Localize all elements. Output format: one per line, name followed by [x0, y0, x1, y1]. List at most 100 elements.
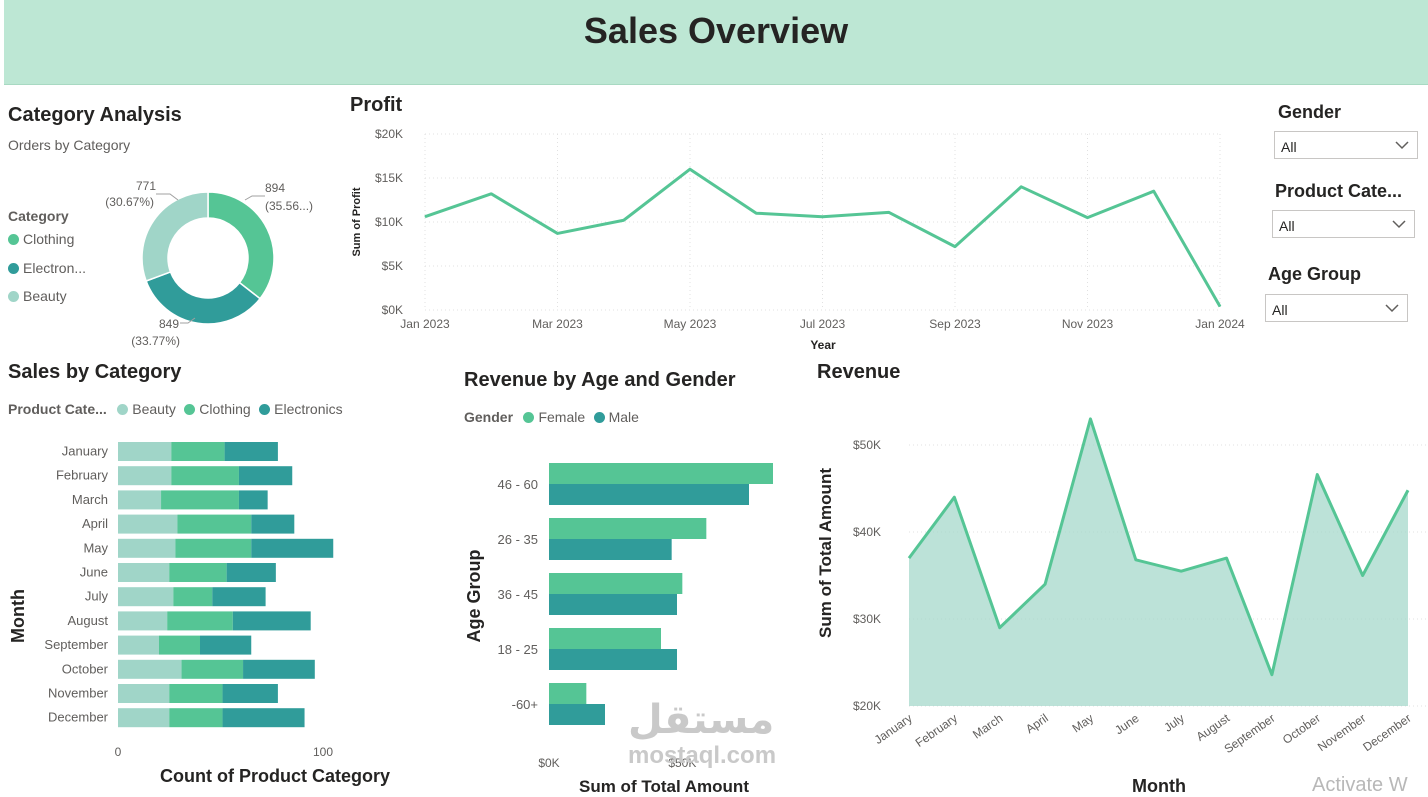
sales-legend-clothing[interactable]: Clothing: [180, 401, 251, 417]
sales-bar-beauty: [118, 684, 170, 703]
age-y-axis-label: Age Group: [464, 549, 484, 642]
gender-slicer-value: All: [1281, 139, 1297, 155]
legend-dot-icon: [8, 263, 19, 274]
sales-by-category-legend: Product Cate... Beauty Clothing Electron…: [8, 401, 343, 419]
profit-y-tick: $10K: [375, 215, 403, 229]
sales-legend-beauty[interactable]: Beauty: [111, 401, 176, 417]
age-bar-female: [549, 463, 773, 484]
sales-bar-clothing: [159, 635, 200, 655]
donut-chart: 894 (35.56...) 771 (30.67%) 849 (33.77%): [105, 179, 313, 348]
donut-legend-beauty[interactable]: Beauty: [8, 288, 67, 304]
profit-point: [689, 168, 691, 170]
page-title: Sales Overview: [583, 10, 849, 51]
sales-bar-electronics: [222, 684, 278, 703]
revenue-y-axis-label: Sum of Total Amount: [816, 468, 835, 638]
age-bar-male: [549, 484, 749, 505]
revenue-x-tick: December: [1360, 711, 1413, 754]
watermark-logo: مستقل mostaql.com: [628, 698, 776, 770]
age-group-slicer-dropdown[interactable]: All: [1265, 294, 1408, 322]
donut-legend-electronics[interactable]: Electron...: [8, 260, 86, 276]
profit-x-tick: May 2023: [664, 317, 717, 331]
donut-label-electronics-value: 849: [159, 317, 179, 331]
donut-legend-clothing[interactable]: Clothing: [8, 231, 74, 247]
sales-month-label: October: [62, 661, 109, 676]
age-group-label: 26 - 35: [498, 532, 538, 547]
revenue-area-fill: [909, 418, 1408, 706]
legend-label: Male: [608, 409, 639, 425]
profit-point: [1020, 186, 1022, 188]
age-group-slicer-value: All: [1272, 302, 1288, 318]
sales-month-label: March: [72, 492, 108, 507]
sales-bar-electronics: [251, 538, 334, 558]
sales-bar-electronics: [200, 635, 252, 655]
donut-leader-line: [244, 195, 265, 201]
sales-month-label: December: [48, 710, 109, 725]
revenue-y-tick: $20K: [853, 699, 881, 713]
sales-x-axis-label: Count of Product Category: [160, 766, 390, 786]
profit-point: [822, 216, 823, 218]
donut-label-clothing-value: 894: [265, 181, 285, 195]
gender-slicer-title: Gender: [1278, 102, 1342, 122]
donut-legend-title: Category: [8, 208, 69, 224]
profit-point: [1087, 217, 1088, 219]
sales-bar-electronics: [226, 563, 276, 582]
gender-legend-female[interactable]: Female: [517, 409, 585, 425]
revenue-x-tick: September: [1222, 711, 1278, 756]
profit-series-line: [424, 167, 1222, 308]
legend-label: Clothing: [199, 401, 251, 417]
product-category-slicer-title: Product Cate...: [1275, 181, 1403, 201]
legend-label: Electron...: [23, 260, 87, 276]
age-group-slicer-title: Age Group: [1268, 264, 1361, 284]
age-bar-male: [549, 704, 605, 725]
sales-month-label: July: [85, 589, 109, 604]
profit-point: [1153, 190, 1155, 192]
gender-legend-title: Gender: [464, 409, 514, 425]
sales-bar-clothing: [169, 708, 223, 728]
sales-bar-clothing: [169, 563, 227, 582]
revenue-series-line: [907, 417, 1410, 677]
sales-bar-electronics: [232, 611, 311, 631]
gender-slicer-dropdown[interactable]: All: [1274, 131, 1418, 159]
legend-dot-icon: [259, 404, 271, 415]
donut-leader-line: [156, 193, 179, 201]
sales-bar-beauty: [118, 466, 172, 486]
legend-dot-icon: [117, 404, 129, 415]
age-bar-female: [549, 683, 587, 704]
profit-point: [424, 216, 426, 218]
donut-label-beauty-value: 771: [136, 179, 156, 193]
category-analysis-subtitle: Orders by Category: [8, 137, 131, 153]
age-bar-female: [549, 518, 707, 539]
legend-dot-icon: [523, 412, 535, 423]
product-category-slicer-dropdown[interactable]: All: [1272, 210, 1415, 238]
sales-legend-electronics[interactable]: Electronics: [255, 401, 343, 417]
sales-bar-clothing: [171, 466, 239, 486]
profit-x-tick: Jan 2024: [1195, 317, 1245, 331]
age-group-label: 18 - 25: [498, 642, 538, 657]
watermark-arabic: مستقل: [628, 698, 775, 742]
legend-dot-icon: [8, 234, 19, 245]
sales-y-axis-label: Month: [8, 589, 28, 643]
profit-point: [557, 232, 558, 234]
sales-bar-clothing: [173, 587, 213, 607]
age-bar-male: [549, 539, 672, 560]
sales-bar-clothing: [169, 684, 223, 703]
revenue-age-gender-chart: Age Group Sum of Total Amount 46 - 60 26 …: [464, 463, 773, 792]
revenue-x-tick: April: [1023, 711, 1051, 736]
revenue-x-tick: May: [1070, 711, 1097, 735]
age-bar-male: [549, 649, 677, 670]
legend-label: Electronics: [274, 401, 343, 417]
revenue-x-tick: November: [1315, 711, 1368, 754]
age-bar-female: [549, 573, 683, 594]
gender-legend-male[interactable]: Male: [590, 409, 639, 425]
sales-bar-electronics: [224, 442, 278, 461]
donut-label-beauty-pct: (30.67%): [105, 195, 154, 209]
sales-month-label: April: [82, 516, 108, 531]
sales-x-tick: 0: [115, 745, 122, 759]
age-x-tick: $50K: [668, 756, 696, 770]
revenue-x-tick: January: [872, 711, 915, 747]
product-category-slicer-value: All: [1279, 218, 1295, 234]
sales-bar-beauty: [118, 635, 159, 655]
legend-dot-icon: [8, 291, 19, 302]
age-bar-male: [549, 594, 677, 615]
sales-month-label: May: [83, 540, 108, 555]
